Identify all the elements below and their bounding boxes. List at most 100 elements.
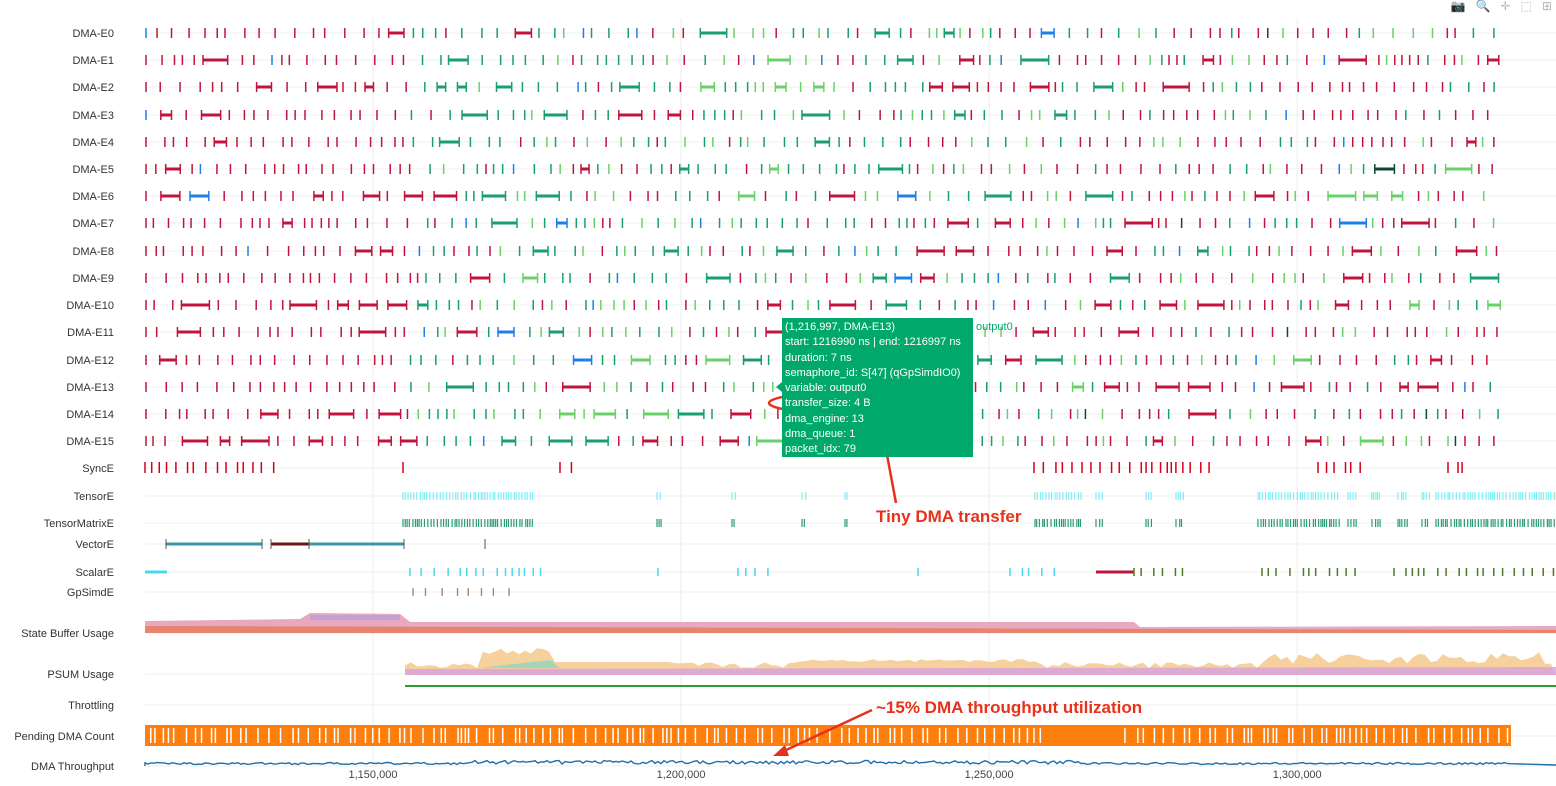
- pending-dma-gap: [889, 728, 891, 743]
- row-label: DMA-E9: [72, 273, 114, 285]
- pending-dma-gap: [457, 728, 459, 743]
- pending-dma-gap: [1033, 728, 1035, 743]
- pending-dma-gap: [1209, 728, 1211, 743]
- pending-dma-gap: [549, 728, 552, 743]
- x-tick-label: 1,250,000: [965, 769, 1014, 781]
- tooltip-line: (1,216,997, DMA-E13): [785, 321, 896, 333]
- pending-dma-gap: [1003, 728, 1005, 743]
- pending-dma-gap: [684, 728, 687, 743]
- pending-dma-gap: [1275, 728, 1278, 743]
- pending-dma-gap: [938, 728, 941, 743]
- pending-dma-gap: [1349, 728, 1351, 743]
- pending-dma-gap: [268, 728, 270, 743]
- pending-dma-gap: [1365, 728, 1368, 743]
- pending-dma-gap: [422, 728, 424, 743]
- row-label: DMA-E13: [66, 382, 114, 394]
- tooltip-trace-name: output0: [976, 321, 1013, 333]
- tooltip-line: packet_idx: 79: [785, 443, 856, 456]
- pending-dma-gap: [1303, 728, 1305, 743]
- pending-dma-gap: [771, 728, 773, 743]
- pending-dma-gap: [514, 728, 517, 743]
- pending-dma-gap: [371, 728, 374, 743]
- pending-dma-gap: [154, 728, 156, 743]
- pending-dma-gap: [488, 728, 491, 743]
- plus-icon[interactable]: ⊞: [1541, 0, 1552, 13]
- pending-dma-gap: [150, 728, 152, 743]
- pan-icon[interactable]: ✛: [1500, 0, 1511, 13]
- annotation-arrow-head: [773, 745, 789, 756]
- pending-dma-gap: [214, 728, 217, 743]
- row-label: Throttling: [68, 700, 114, 712]
- pending-dma-gap: [632, 728, 634, 743]
- pending-dma-gap: [841, 728, 843, 743]
- pending-dma-block: [145, 725, 1511, 746]
- pending-dma-gap: [725, 728, 728, 743]
- pending-dma-gap: [626, 728, 629, 743]
- usage-tracks: [144, 613, 1556, 766]
- pending-dma-gap: [1443, 728, 1446, 743]
- x-tick-label: 1,150,000: [349, 769, 398, 781]
- pending-dma-gap: [444, 728, 447, 743]
- zoom-icon[interactable]: 🔍: [1475, 0, 1491, 13]
- pending-dma-gap: [848, 728, 851, 743]
- pending-dma-gap: [1142, 728, 1145, 743]
- pending-dma-gap: [1183, 728, 1186, 743]
- row-label: DMA-E4: [72, 137, 114, 149]
- pending-dma-gap: [677, 728, 680, 743]
- pending-dma-gap: [662, 728, 664, 743]
- pending-dma-gap: [1026, 728, 1029, 743]
- pending-dma-gap: [185, 728, 188, 743]
- pending-dma-gap: [797, 728, 799, 743]
- tooltip-pointer: [776, 382, 782, 392]
- pending-dma-gap: [1471, 728, 1474, 743]
- pending-dma-gap: [501, 728, 504, 743]
- pending-dma-gap: [945, 728, 947, 743]
- pending-dma-gap: [210, 728, 213, 743]
- pending-dma-gap: [612, 728, 614, 743]
- pending-dma-gap: [572, 728, 575, 743]
- row-label: DMA-E0: [72, 28, 114, 40]
- pending-dma-gap: [1392, 728, 1395, 743]
- pending-dma-gap: [240, 728, 242, 743]
- pending-dma-gap: [808, 728, 811, 743]
- pending-dma-gap: [829, 728, 831, 743]
- pending-dma-gap: [594, 728, 597, 743]
- box-select-icon[interactable]: ⬚: [1520, 0, 1532, 13]
- pending-dma-gap: [403, 728, 406, 743]
- pending-dma-gap: [993, 728, 996, 743]
- row-label: DMA-E5: [72, 164, 114, 176]
- pending-dma-gap: [558, 728, 561, 743]
- pending-dma-gap: [307, 728, 309, 743]
- pending-dma-gap: [706, 728, 708, 743]
- pending-dma-gap: [717, 728, 719, 743]
- hover-tooltip: (1,216,997, DMA-E13) start: 1216990 ns |…: [782, 318, 973, 457]
- modebar[interactable]: 📷 🔍 ✛ ⬚ ⊞: [1451, 0, 1552, 14]
- pending-dma-gap: [542, 728, 544, 743]
- pending-dma-gap: [1506, 728, 1509, 743]
- dma-marks: [144, 28, 1555, 596]
- pending-dma-gap: [230, 728, 232, 743]
- pending-dma-gap: [1198, 728, 1201, 743]
- pending-dma-gap: [1263, 728, 1265, 743]
- pending-dma-gap: [167, 728, 170, 743]
- pending-dma-gap: [694, 728, 697, 743]
- pending-dma-gap: [803, 728, 806, 743]
- pending-dma-gap: [561, 728, 564, 743]
- pending-dma-gap: [744, 728, 746, 743]
- pending-dma-gap: [757, 728, 759, 743]
- row-label: DMA-E6: [72, 191, 114, 203]
- tooltip-line: duration: 7 ns: [785, 351, 852, 364]
- pending-dma-gap: [162, 728, 165, 743]
- pending-dma-gap: [1360, 728, 1363, 743]
- pending-dma-gap: [1243, 728, 1246, 743]
- pending-dma-gap: [245, 728, 247, 743]
- pending-dma-gap: [1311, 728, 1313, 743]
- pending-dma-gap: [1188, 728, 1191, 743]
- camera-icon[interactable]: 📷: [1450, 0, 1466, 13]
- pending-dma-gap: [900, 728, 903, 743]
- pending-dma-gap: [642, 728, 645, 743]
- pending-dma-gap: [1487, 728, 1489, 743]
- pending-dma-gap: [525, 728, 527, 743]
- pending-dma-gap: [911, 728, 913, 743]
